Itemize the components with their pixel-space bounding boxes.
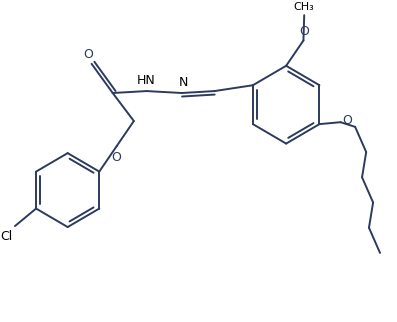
- Text: O: O: [299, 25, 309, 38]
- Text: Cl: Cl: [0, 231, 13, 243]
- Text: CH₃: CH₃: [294, 2, 314, 12]
- Text: O: O: [111, 151, 121, 164]
- Text: O: O: [343, 114, 353, 127]
- Text: HN: HN: [137, 74, 155, 87]
- Text: N: N: [179, 76, 188, 89]
- Text: O: O: [84, 48, 93, 61]
